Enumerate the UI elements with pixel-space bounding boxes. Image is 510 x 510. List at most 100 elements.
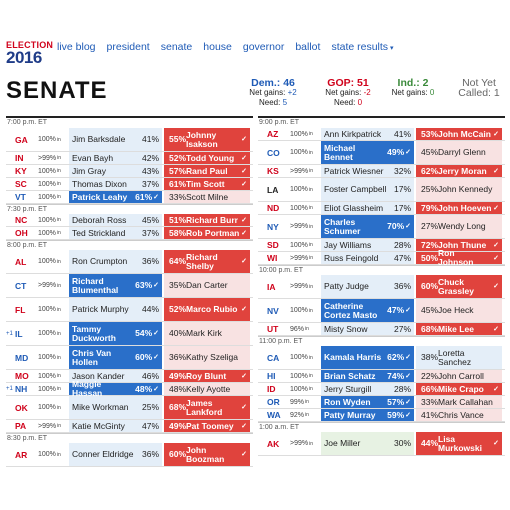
race-row-ct[interactable]: CT >99% in Richard Blumenthal 63% ✓ 35% Dan Car… [6, 274, 253, 298]
race-row-az[interactable]: AZ 100% in Ann Kirkpatrick 41% 53% John McCain… [258, 128, 505, 141]
race-row-sd[interactable]: SD 100% in Jay Williams 28% 72% John Thune ✓ [258, 239, 505, 252]
reporting-value: >99% [290, 283, 309, 290]
nav-link-state-results[interactable]: state results ▾ [331, 41, 393, 53]
gop-net-gains: Net gains: -2 [318, 88, 378, 98]
nav-link-senate[interactable]: senate [160, 41, 193, 53]
race-row-hi[interactable]: HI 100% in Brian Schatz 74% ✓ 22% John Carroll [258, 370, 505, 383]
nav-link-president[interactable]: president [106, 41, 150, 53]
candidate-percent: 44% [141, 304, 159, 314]
race-row-nv[interactable]: NV 100% in Catherine Cortez Masto 47% ✓ 45% Joe… [258, 299, 505, 323]
winner-check-icon: ✓ [241, 136, 247, 143]
candidate-percent: 61% [135, 191, 153, 202]
state-abbrev: ND [267, 203, 280, 213]
candidate-percent: 37% [141, 227, 159, 238]
nav-link-live-blog[interactable]: live blog [57, 41, 96, 53]
race-row-in[interactable]: IN >99% in Evan Bayh 42% 52% Todd Young ✓ [6, 152, 253, 165]
winner-check-icon: ✓ [241, 372, 247, 380]
state-abbrev: AR [15, 449, 28, 460]
ind-seat-count: Ind.: 2 [397, 77, 429, 89]
winner-check-icon: ✓ [493, 325, 499, 333]
race-row-ga[interactable]: GA 100% in Jim Barksdale 41% 55% Johnny Isakso… [6, 128, 253, 152]
winner-check-icon: ✓ [241, 216, 247, 224]
race-row-ia[interactable]: IA >99% in Patty Judge 36% 60% Chuck Grassley ✓ [258, 275, 505, 299]
candidate-a: Patty Murray 59% ✓ [321, 409, 414, 421]
candidate-percent: 57% [169, 165, 187, 176]
race-row-wi[interactable]: WI >99% in Russ Feingold 47% 50% Ron Johnson ✓ [258, 249, 505, 267]
nav-link-house[interactable]: house [203, 41, 232, 53]
race-row-wa[interactable]: WA 92% in Patty Murray 59% ✓ 41% Chris Vance [258, 409, 505, 422]
reporting-suffix: in [305, 326, 309, 332]
candidate-percent: 40% [169, 328, 187, 338]
state-abbrev: WA [267, 410, 281, 420]
race-row-nd[interactable]: ND 100% in Eliot Glassheim 17% 79% John Hoeven… [258, 202, 505, 215]
candidate-a: Charles Schumer 70% ✓ [321, 215, 414, 238]
candidate-a: Michael Bennet 49% ✓ [321, 141, 414, 164]
race-row-ut[interactable]: UT 96% in Misty Snow 27% 68% Mike Lee ✓ [258, 323, 505, 336]
candidate-name: Rand Paul [186, 166, 228, 176]
race-row-il[interactable]: +1 IL 100% in Tammy Duckworth 54% ✓ 40% Mark Kir… [6, 322, 253, 346]
candidate-name: Mike Lee [438, 324, 474, 334]
race-row-la[interactable]: LA 100% in Foster Campbell 17% 25% John Kenned… [258, 178, 505, 202]
net-gain-marker [6, 396, 15, 419]
race-row-nh[interactable]: +1 NH 100% in Maggie Hassan 48% ✓ 48% Kelly Ayot… [6, 380, 253, 398]
race-row-ks[interactable]: KS >99% in Patrick Wiesner 32% 62% Jerry Moran… [258, 165, 505, 178]
candidate-percent: 59% [387, 409, 405, 420]
race-row-vt[interactable]: VT 100% in Patrick Leahy 61% ✓ 33% Scott Milne [6, 191, 253, 204]
brand-label: ELECTION [6, 40, 54, 50]
reporting-suffix: in [56, 354, 61, 361]
candidate-b: 33% Scott Milne [164, 191, 250, 203]
reporting-value: 100% [38, 372, 56, 380]
winner-check-icon: ✓ [405, 411, 411, 419]
candidate-name: Richard Blumenthal [72, 276, 119, 295]
race-row-fl[interactable]: FL 100% in Patrick Murphy 44% 52% Marco Rubio ✓ [6, 298, 253, 322]
race-row-ar[interactable]: AR 100% in Conner Eldridge 36% 60% John Boozma… [6, 443, 253, 467]
nav-link-ballot[interactable]: ballot [295, 41, 321, 53]
nav-link-governor[interactable]: governor [242, 41, 285, 53]
candidate-name: John Hoeven [438, 203, 492, 213]
candidate-a: Foster Campbell 17% [321, 178, 414, 201]
race-row-or[interactable]: OR 99% in Ron Wyden 57% ✓ 33% Mark Callahan [258, 396, 505, 409]
race-row-al[interactable]: AL 100% in Ron Crumpton 36% 64% Richard Shelby… [6, 250, 253, 274]
candidate-b: 38% Loretta Sanchez [416, 346, 502, 369]
race-row-sc[interactable]: SC 100% in Thomas Dixon 37% 61% Tim Scott ✓ [6, 178, 253, 191]
state-abbrev: GA [15, 134, 28, 145]
reporting-value: 100% [290, 149, 308, 156]
candidate-a: Thomas Dixon 37% [69, 178, 162, 190]
race-row-mo[interactable]: MO 100% in Jason Kander 46% 49% Roy Blunt ✓ [6, 370, 253, 383]
race-row-ca[interactable]: CA 100% in Kamala Harris 62% ✓ 38% Loretta Sanc… [258, 346, 505, 370]
race-row-id[interactable]: ID 100% in Jerry Sturgill 28% 66% Mike Crapo ✓ [258, 383, 505, 396]
race-row-ky[interactable]: KY 100% in Jim Gray 43% 57% Rand Paul ✓ [6, 165, 253, 178]
race-row-oh[interactable]: OH 100% in Ted Strickland 37% 58% Rob Portman ✓ [6, 227, 253, 240]
race-row-pa[interactable]: PA >99% in Katie McGinty 47% 49% Pat Toomey ✓ [6, 420, 253, 433]
reporting-suffix: in [309, 223, 314, 230]
winner-check-icon: ✓ [493, 204, 499, 212]
candidate-a: Joe Miller 30% [321, 432, 414, 455]
candidate-a: Eliot Glassheim 17% [321, 202, 414, 214]
net-gain-marker [258, 165, 267, 177]
net-gain-marker [258, 370, 267, 382]
net-gain-marker [6, 274, 15, 297]
race-row-md[interactable]: MD 100% in Chris Van Hollen 60% ✓ 36% Kathy Sze… [6, 346, 253, 370]
candidate-percent: 57% [387, 396, 405, 407]
election-logo[interactable]: ELECTION 2016 [6, 40, 54, 70]
candidate-a: Evan Bayh 42% [69, 152, 162, 164]
net-gain-marker [6, 128, 15, 151]
race-row-ny[interactable]: NY >99% in Charles Schumer 70% ✓ 27% Wendy Long [258, 215, 505, 239]
candidate-percent: 46% [141, 370, 159, 381]
candidate-b: 33% Mark Callahan [416, 396, 502, 408]
race-row-nc[interactable]: NC 100% in Deborah Ross 45% 51% Richard Burr ✓ [6, 214, 253, 227]
candidate-a: Patty Judge 36% [321, 275, 414, 298]
race-row-ak[interactable]: AK >99% in Joe Miller 30% 44% Lisa Murkowski ✓ [258, 432, 505, 456]
reporting-suffix: in [56, 404, 61, 411]
reporting-suffix: in [56, 181, 61, 187]
candidate-percent: 25% [421, 184, 439, 194]
race-row-co[interactable]: CO 100% in Michael Bennet 49% ✓ 45% Darryl Glen… [258, 141, 505, 165]
race-row-ok[interactable]: OK 100% in Mike Workman 25% 68% James Lankford… [6, 396, 253, 420]
candidate-name: Ann Kirkpatrick [324, 129, 382, 139]
precincts-reporting: >99% in [38, 152, 69, 164]
candidate-name: Deborah Ross [72, 215, 127, 225]
dem-gains-value: +2 [287, 88, 297, 97]
reporting-suffix: in [56, 217, 61, 223]
candidate-percent: 41% [421, 409, 439, 420]
candidate-b: 22% John Carroll [416, 370, 502, 382]
